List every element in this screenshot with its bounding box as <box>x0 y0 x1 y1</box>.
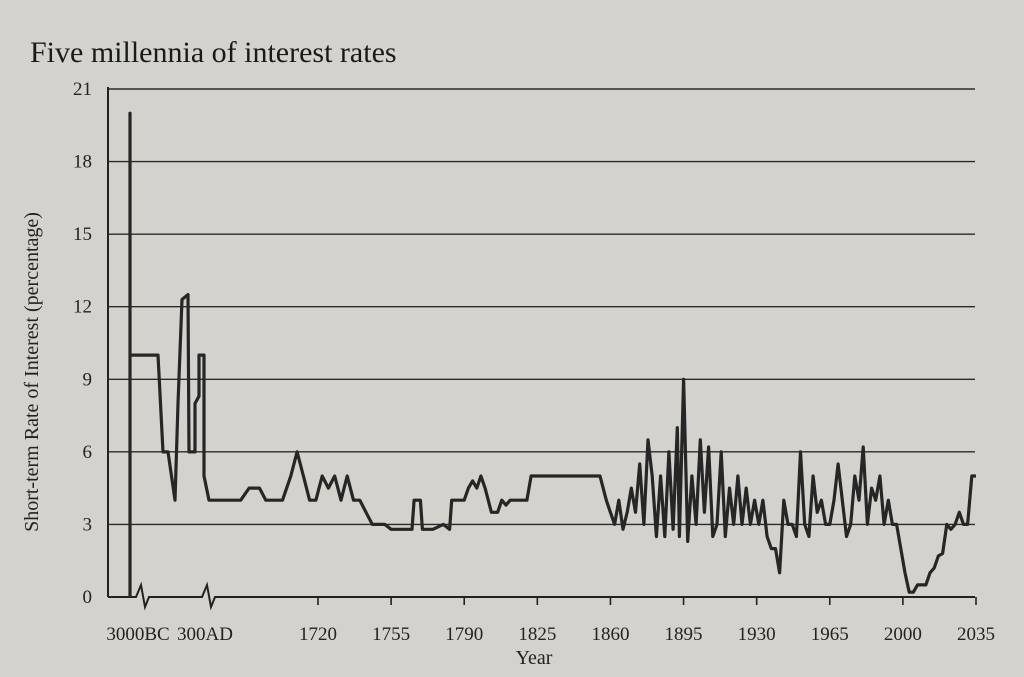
x-tick-label: 2035 <box>957 624 995 645</box>
x-tick-label: 1895 <box>665 624 703 645</box>
interest-rate-series-line <box>128 111 976 597</box>
y-tick-labels: 0 3 6 9 12 15 18 21 <box>73 79 92 608</box>
x-tick-label: 1860 <box>591 624 629 645</box>
x-axis-label: Year <box>516 647 553 669</box>
x-tick-label: 1720 <box>299 624 337 645</box>
x-tick-label: 1930 <box>738 624 776 645</box>
x-tick-labels: 3000BC 300AD 1720 1755 1790 1825 1860 1895 1930 1… <box>106 597 995 645</box>
y-tick-label: 12 <box>73 297 92 318</box>
y-tick-label: 15 <box>73 224 92 245</box>
y-tick-label: 18 <box>73 152 92 173</box>
axes <box>107 87 975 611</box>
x-tick-label: 1965 <box>811 624 849 645</box>
x-tick-label: 300AD <box>177 624 233 645</box>
x-axis-line <box>108 581 975 611</box>
y-axis-label: Short-term Rate of Interest (percentage) <box>21 212 43 532</box>
y-tick-label: 0 <box>83 587 93 608</box>
series-group <box>128 111 976 597</box>
x-tick-label: 1825 <box>518 624 556 645</box>
grid-lines <box>108 88 975 526</box>
y-tick-label: 9 <box>83 369 93 390</box>
y-tick-label: 6 <box>83 442 93 463</box>
chart-title: Five millennia of interest rates <box>30 36 397 69</box>
x-tick-label: 3000BC <box>106 624 169 645</box>
y-tick-label: 3 <box>83 514 93 535</box>
x-tick-label: 2000 <box>884 624 922 645</box>
x-tick-label: 1790 <box>445 624 483 645</box>
x-tick-label: 1755 <box>372 624 410 645</box>
y-tick-label: 21 <box>73 79 92 100</box>
